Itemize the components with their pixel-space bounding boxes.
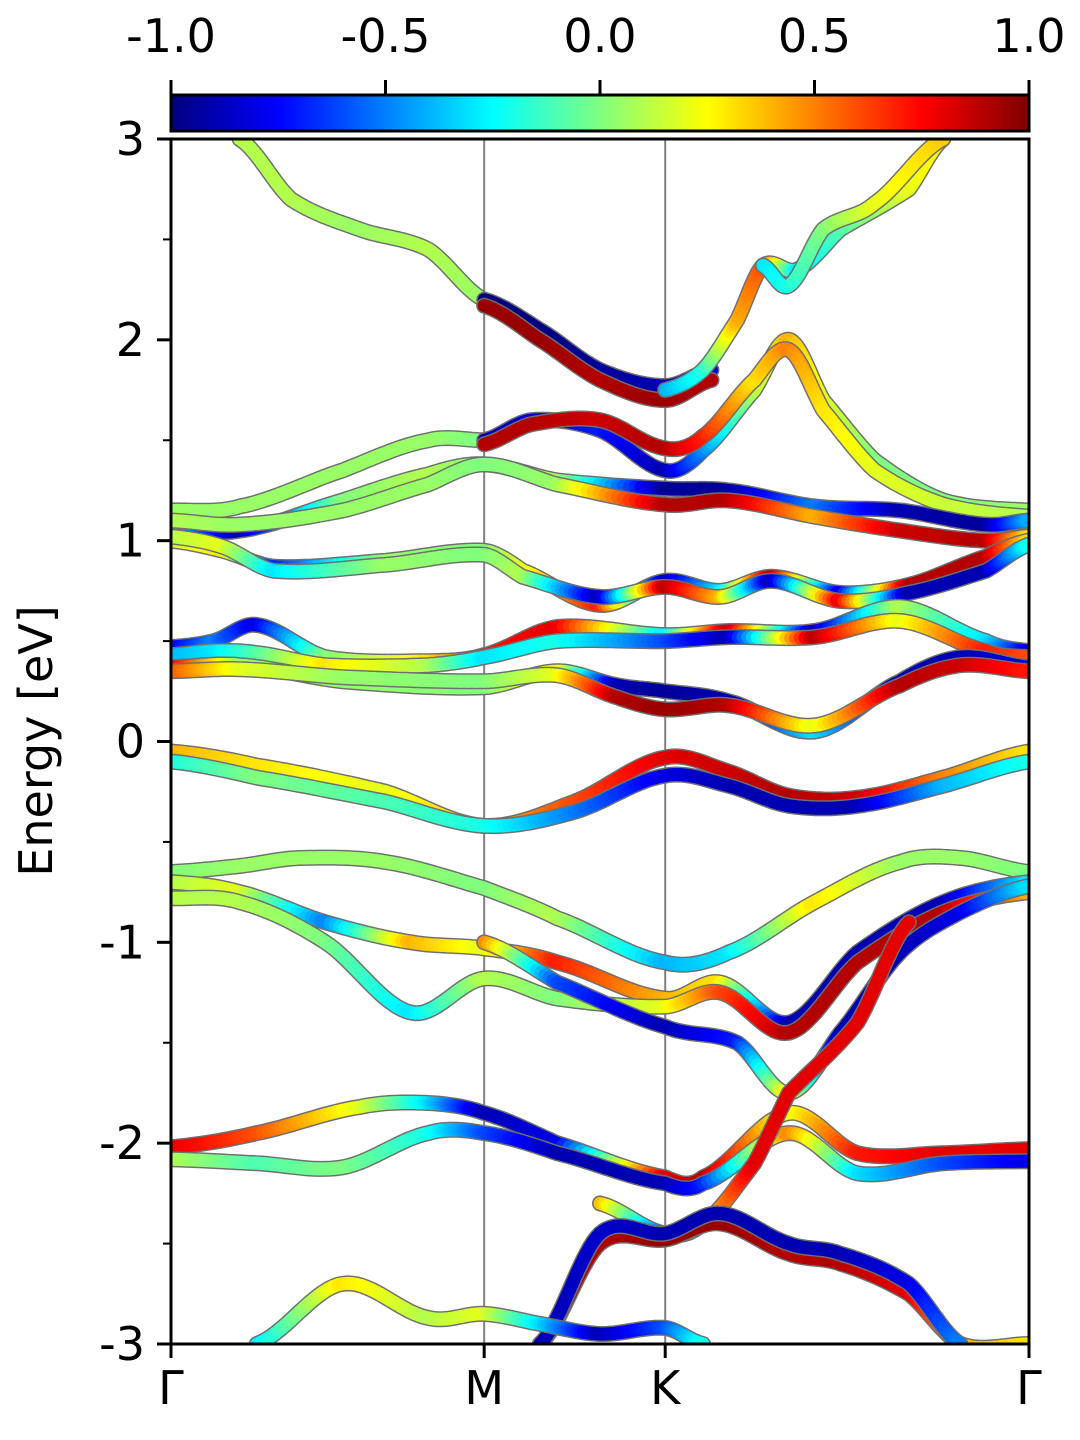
band-segment <box>702 373 718 388</box>
band-segment <box>899 915 916 932</box>
band <box>171 656 1029 734</box>
colorbar-tick-label: -1.0 <box>126 9 216 63</box>
y-tick-label: -1 <box>99 915 145 969</box>
y-axis-title: Energy [eV] <box>9 605 63 876</box>
x-tick-label: K <box>650 1361 682 1415</box>
y-tick-label: -3 <box>99 1317 145 1371</box>
band-segment <box>966 1340 982 1344</box>
band <box>592 914 917 1244</box>
band <box>231 139 493 308</box>
band-outline <box>592 914 917 1244</box>
band <box>531 1205 969 1344</box>
band-segment <box>992 1339 1009 1344</box>
band <box>476 297 720 409</box>
colorbar-ticks: -1.0 -0.5 0.0 0.5 1.0 <box>126 9 1066 95</box>
y-tick-label: 3 <box>116 112 145 166</box>
band-lines <box>171 139 1029 1344</box>
y-tick-label: -2 <box>99 1116 145 1170</box>
band <box>171 430 493 519</box>
colorbar-tick-label: 1.0 <box>992 9 1065 63</box>
y-tick-label: 1 <box>116 514 145 568</box>
colorbar-tick-label: -0.5 <box>341 9 431 63</box>
band <box>171 753 1029 835</box>
band <box>171 848 1029 973</box>
y-axis: 3 2 1 0 -1 -2 -3 <box>99 112 171 1371</box>
band <box>171 612 1029 675</box>
x-tick-label: Γ <box>158 1361 184 1415</box>
x-tick-label: M <box>464 1361 504 1415</box>
kpath-vertical-lines <box>483 139 667 1344</box>
colorbar-tick-label: 0.0 <box>563 9 636 63</box>
colorbar: -1.0 -0.5 0.0 0.5 1.0 <box>126 9 1066 133</box>
band <box>171 456 1029 549</box>
band <box>171 528 1029 610</box>
band <box>476 341 1029 525</box>
colorbar-gradient <box>169 93 1031 133</box>
band-segment <box>961 1339 978 1344</box>
y-tick-label: 2 <box>116 313 145 367</box>
band <box>248 1275 711 1344</box>
x-tick-label: Γ <box>1016 1361 1042 1415</box>
y-tick-label: 0 <box>116 715 145 769</box>
band <box>171 1121 1029 1197</box>
band <box>755 139 952 295</box>
colorbar-tick-label: 0.5 <box>778 9 851 63</box>
